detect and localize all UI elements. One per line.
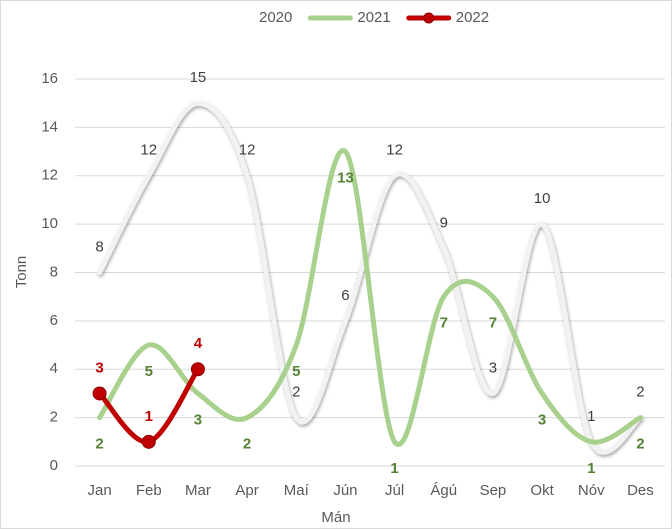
data-label: 6	[341, 287, 349, 304]
y-tick-label: 16	[41, 70, 58, 87]
data-label: 12	[140, 142, 157, 159]
legend-label: 2021	[357, 9, 390, 26]
x-tick-label: Ágú	[430, 482, 457, 499]
data-label: 1	[587, 408, 595, 425]
data-label: 3	[489, 359, 497, 376]
data-label: 10	[534, 190, 551, 207]
data-label: 1	[587, 460, 595, 477]
data-label: 9	[440, 214, 448, 231]
data-label: 2	[95, 436, 103, 453]
marker	[190, 362, 205, 377]
x-tick-label: Jan	[87, 482, 111, 499]
data-label: 7	[489, 315, 497, 332]
data-label: 7	[440, 315, 448, 332]
y-tick-label: 6	[50, 312, 58, 329]
data-label: 3	[538, 411, 546, 428]
x-tick-label: Sep	[480, 482, 507, 499]
x-tick-label: Júl	[385, 482, 404, 499]
x-tick-label: Apr	[235, 482, 258, 499]
series-line	[97, 148, 643, 447]
y-tick-label: 8	[50, 263, 58, 280]
y-tick-label: 14	[41, 118, 58, 135]
data-label: 2	[636, 436, 644, 453]
y-tick-label: 10	[41, 215, 58, 232]
x-tick-label: Mar	[185, 482, 211, 499]
x-tick-label: Feb	[136, 482, 162, 499]
data-label: 2	[243, 436, 251, 453]
data-label: 13	[337, 170, 354, 187]
marker	[141, 434, 156, 449]
x-tick-label: Des	[627, 482, 654, 499]
y-tick-label: 12	[41, 167, 58, 184]
marker	[92, 386, 107, 401]
y-tick-label: 4	[50, 360, 58, 377]
x-tick-label: Jún	[333, 482, 357, 499]
data-label: 1	[390, 460, 398, 477]
legend-label: 2022	[456, 9, 489, 26]
data-label: 12	[239, 142, 256, 159]
data-label: 3	[194, 411, 202, 428]
legend-marker	[423, 12, 435, 24]
data-label: 4	[194, 335, 203, 352]
x-tick-label: Okt	[530, 482, 554, 499]
data-label: 1	[145, 408, 153, 425]
data-label: 2	[292, 384, 300, 401]
data-label: 5	[145, 363, 153, 380]
data-label: 5	[292, 363, 300, 380]
x-axis-title: Mán	[321, 509, 350, 526]
x-tick-label: Maí	[284, 482, 310, 499]
y-tick-label: 0	[50, 457, 58, 474]
series-line	[97, 100, 643, 455]
legend-label: 2020	[259, 9, 292, 26]
data-label: 15	[190, 69, 207, 86]
data-label: 12	[386, 142, 403, 159]
data-label: 8	[95, 238, 103, 255]
data-label: 2	[636, 384, 644, 401]
data-label: 3	[95, 359, 103, 376]
y-axis-title: Tonn	[13, 256, 30, 289]
y-tick-label: 2	[50, 409, 58, 426]
x-tick-label: Nóv	[578, 482, 605, 499]
